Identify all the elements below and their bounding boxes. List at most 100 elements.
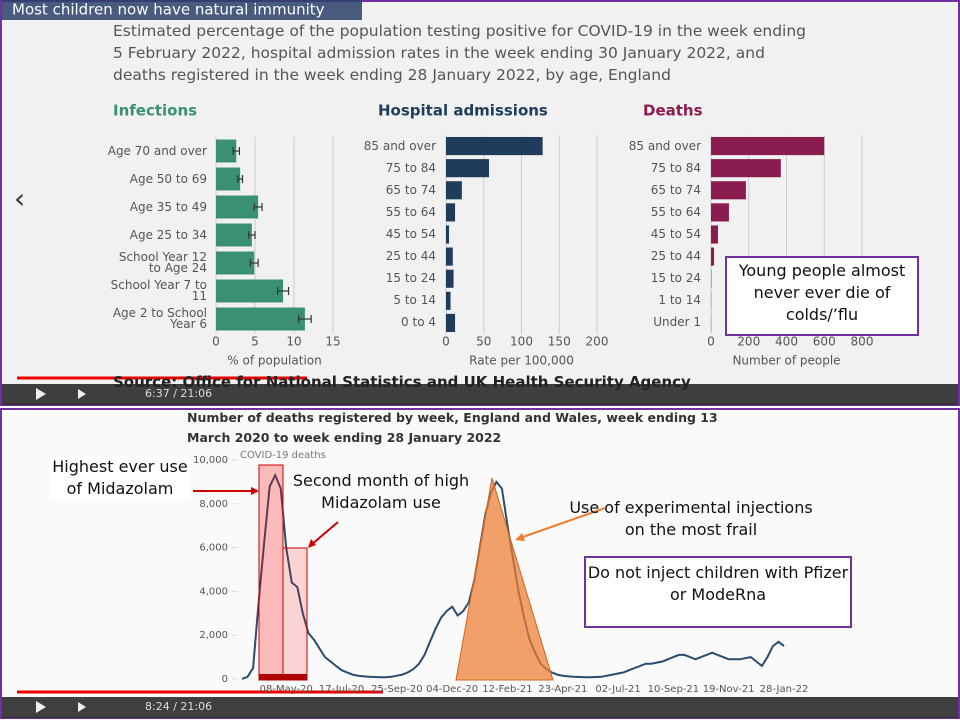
chart-title: Number of deaths registered by week, Eng…	[187, 410, 718, 445]
bar	[446, 159, 490, 178]
chart-title: Deaths	[643, 102, 703, 120]
y-tick-label: 25 to 44	[650, 249, 701, 264]
y-tick-label: Age 70 and over	[107, 143, 207, 158]
y-tick-label: 45 to 54	[650, 227, 701, 241]
x-tick-label: 08-May-20	[260, 684, 313, 695]
y-tick-label: 15 to 24	[650, 271, 701, 286]
annotation-shape	[310, 521, 339, 546]
bar	[216, 279, 284, 303]
play-button[interactable]	[36, 388, 46, 400]
y-tick-label: Under 1	[653, 315, 701, 330]
y-tick-label: 0	[222, 674, 228, 685]
x-tick-label: 5	[251, 335, 259, 349]
time: 8:24 / 21:06	[145, 700, 212, 713]
x-tick-label: 10	[286, 335, 301, 349]
bar	[446, 247, 453, 266]
x-tick-label: 0	[707, 335, 715, 349]
player-bar	[2, 697, 958, 718]
error-bar	[248, 231, 256, 239]
bar	[446, 136, 543, 156]
y-tick-label: 4,000	[199, 586, 228, 597]
y-tick-label: 10,000	[193, 455, 228, 466]
x-tick-label: 17-Jul-20	[319, 684, 364, 695]
annotation: Use of experimental injections on the mo…	[569, 498, 813, 539]
y-tick-label: Age 35 to 49	[129, 199, 207, 214]
bar	[711, 159, 781, 178]
y-tick-label: 5 to 14	[393, 293, 436, 308]
x-tick-label: 50	[476, 335, 491, 349]
bar	[216, 139, 237, 163]
annotation-shape	[515, 533, 525, 541]
bar	[446, 313, 456, 333]
x-tick-label: 200	[586, 335, 609, 349]
x-tick-label: 25-Sep-20	[371, 684, 423, 695]
bar	[711, 247, 715, 266]
y-tick-label: 0 to 4	[401, 315, 436, 330]
y-tick-label: School Year 7 to 11	[110, 278, 207, 303]
bar	[216, 167, 241, 191]
x-tick-label: 19-Nov-21	[703, 684, 755, 695]
error-bar	[237, 175, 244, 183]
error-bar	[232, 147, 240, 155]
note-box: Young people almost never ever die of co…	[725, 256, 919, 336]
y-tick-label: 65 to 74	[385, 182, 436, 197]
play-button[interactable]	[36, 701, 46, 713]
y-tick-label: 2,000	[199, 630, 228, 641]
y-tick-label: 65 to 74	[650, 182, 701, 197]
y-tick-label: 6,000	[199, 543, 228, 554]
title-strip	[2, 0, 362, 20]
x-axis-label: Rate per 100,000	[469, 354, 574, 368]
x-tick-label: 02-Jul-21	[595, 684, 640, 695]
x-tick-label: 400	[775, 335, 798, 349]
y-tick-label: 45 to 54	[385, 227, 436, 241]
next-button[interactable]	[78, 389, 86, 399]
next-button[interactable]	[78, 702, 86, 712]
x-tick-label: 12-Feb-21	[482, 684, 532, 695]
annotation-shape	[282, 547, 308, 681]
y-tick-label: School Year 12 to Age 24	[118, 250, 207, 275]
x-tick-label: 600	[813, 335, 836, 349]
bar	[446, 291, 451, 310]
bar	[711, 136, 825, 156]
video-title: Most children now have natural immunity	[12, 1, 325, 19]
bar	[446, 181, 462, 200]
annotation-shape	[251, 487, 259, 495]
chart-title: Infections	[113, 102, 197, 120]
bar	[216, 223, 252, 247]
time: 6:37 / 21:06	[145, 387, 212, 400]
x-tick-label: 0	[442, 335, 450, 349]
x-tick-label: 100	[510, 335, 533, 349]
annotation-shape	[308, 539, 316, 548]
source: Source: Office for National Statistics a…	[113, 373, 691, 391]
legend-label: COVID-19 deaths	[240, 450, 326, 461]
y-tick-label: 55 to 64	[650, 204, 701, 219]
annotation-shapes	[193, 464, 606, 681]
y-tick-label: 75 to 84	[650, 160, 701, 175]
x-tick-label: 10-Sep-21	[648, 684, 700, 695]
x-axis-label: % of population	[227, 354, 321, 368]
bar	[216, 251, 255, 275]
bar	[446, 269, 454, 288]
bar	[446, 203, 456, 222]
description: Estimated percentage of the population t…	[113, 22, 807, 84]
x-tick-label: 04-Dec-20	[426, 684, 478, 695]
y-tick-label: Age 25 to 34	[129, 227, 207, 242]
bar	[446, 225, 450, 244]
y-tick-label: 85 and over	[628, 138, 701, 153]
player-bar	[2, 384, 958, 405]
x-tick-label: 0	[212, 335, 220, 349]
prev-button[interactable]: ‹	[14, 182, 25, 215]
annotation-shape	[519, 507, 606, 539]
error-bar	[298, 315, 312, 323]
bar	[711, 181, 746, 200]
note-box: Do not inject children with Pfizer or Mo…	[584, 556, 852, 628]
chart-title: Hospital admissions	[378, 102, 548, 120]
y-tick-label: 8,000	[199, 499, 228, 510]
top-frame	[0, 0, 960, 406]
error-bar	[253, 203, 263, 211]
y-tick-label: Age 2 to School Year 6	[112, 306, 207, 331]
annotation-shape	[455, 477, 554, 681]
y-tick-label: Age 50 to 69	[129, 171, 207, 186]
annotation-shape	[259, 674, 307, 680]
